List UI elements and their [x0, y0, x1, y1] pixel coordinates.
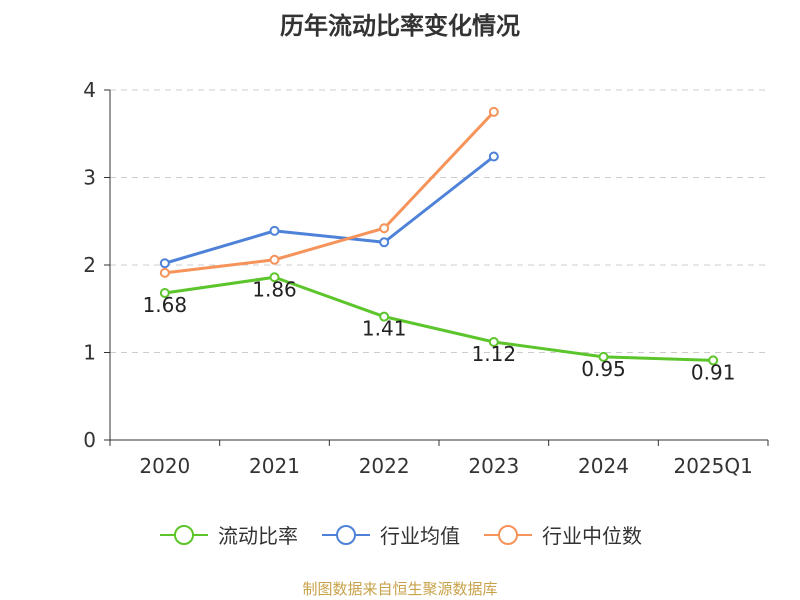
x-tick-label: 2022 [359, 454, 410, 478]
data-point [379, 311, 390, 322]
data-point [379, 237, 390, 248]
legend-marker [174, 524, 194, 545]
y-tick-label: 2 [83, 253, 96, 277]
x-tick-label: 2024 [578, 454, 629, 478]
x-tick-label: 2025Q1 [673, 454, 752, 478]
series-line [164, 110, 495, 275]
data-point [269, 254, 280, 265]
series-line [164, 155, 495, 265]
legend-item[interactable]: 行业中位数 [482, 520, 642, 549]
data-label: 0.91 [691, 360, 736, 384]
legend-swatch-icon [484, 524, 532, 545]
legend-swatch-icon [160, 524, 208, 545]
data-point [379, 223, 390, 234]
chart-title: 历年流动比率变化情况 [280, 12, 520, 40]
data-label: 1.41 [362, 317, 407, 341]
legend-item[interactable]: 行业均值 [320, 520, 460, 549]
data-point [159, 288, 170, 298]
chart-legend: 流动比率 行业均值 行业中位数 [0, 520, 800, 549]
data-point [708, 355, 719, 366]
data-source-note: 制图数据来自恒生聚源数据库 [302, 580, 498, 598]
legend-label: 行业中位数 [542, 524, 642, 548]
legend-marker [336, 524, 356, 545]
legend-item[interactable]: 流动比率 [158, 520, 298, 549]
y-tick-label: 1 [83, 341, 96, 365]
legend-label: 流动比率 [218, 524, 298, 548]
y-tick-label: 0 [83, 428, 96, 452]
data-label: 1.86 [252, 277, 297, 301]
data-point [488, 337, 499, 347]
series-line [164, 275, 714, 362]
data-point [159, 258, 170, 269]
data-label: 0.95 [581, 357, 626, 381]
x-tick-label: 2020 [139, 454, 190, 478]
x-tick-label: 2023 [468, 454, 519, 478]
legend-marker [498, 524, 518, 545]
y-tick-label: 4 [83, 78, 96, 102]
data-point [598, 351, 609, 362]
data-label: 1.68 [143, 293, 188, 317]
data-point [159, 267, 170, 278]
x-tick-label: 2021 [249, 454, 300, 478]
legend-label: 行业均值 [380, 524, 460, 548]
data-point [269, 272, 280, 283]
data-point [488, 151, 499, 162]
data-point [269, 225, 280, 236]
y-tick-label: 3 [83, 166, 96, 190]
legend-swatch-icon [322, 524, 370, 545]
data-point [488, 106, 499, 117]
data-label: 1.12 [472, 342, 517, 366]
